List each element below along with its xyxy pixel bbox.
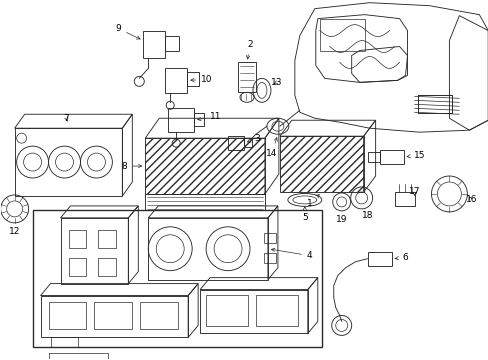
- Bar: [205, 294, 247, 327]
- Text: 10: 10: [190, 75, 212, 84]
- Bar: [194, 113, 203, 126]
- Bar: [145, 138, 264, 194]
- Text: 12: 12: [9, 227, 20, 236]
- Bar: [417, 95, 451, 113]
- Bar: [15, 128, 122, 196]
- Bar: [98, 258, 116, 276]
- Bar: [394, 192, 414, 206]
- Text: 4: 4: [271, 248, 312, 260]
- Bar: [264, 233, 275, 243]
- Bar: [50, 337, 78, 347]
- Bar: [244, 138, 251, 147]
- Bar: [379, 150, 403, 164]
- Bar: [227, 136, 244, 150]
- Text: 19: 19: [335, 215, 347, 224]
- Bar: [319, 19, 364, 50]
- Bar: [61, 218, 128, 284]
- Text: 16: 16: [465, 195, 476, 204]
- Bar: [367, 252, 391, 266]
- Bar: [168, 108, 194, 132]
- Text: 11: 11: [197, 112, 222, 121]
- Bar: [145, 194, 264, 210]
- Text: 6: 6: [394, 253, 407, 262]
- Bar: [68, 230, 86, 248]
- Bar: [33, 210, 321, 347]
- Text: 8: 8: [121, 162, 142, 171]
- Bar: [94, 302, 132, 329]
- Text: 1: 1: [306, 194, 319, 208]
- Bar: [200, 289, 307, 333]
- Bar: [165, 36, 179, 51]
- Bar: [98, 230, 116, 248]
- Text: 17: 17: [408, 188, 419, 197]
- Text: 5: 5: [301, 207, 307, 222]
- Text: 13: 13: [271, 78, 282, 87]
- Bar: [140, 302, 178, 329]
- Bar: [148, 218, 267, 280]
- Text: 3: 3: [247, 134, 259, 143]
- Bar: [417, 95, 451, 113]
- Bar: [48, 353, 108, 360]
- Text: 15: 15: [406, 150, 425, 159]
- Text: 9: 9: [115, 24, 140, 39]
- Bar: [68, 258, 86, 276]
- Bar: [187, 72, 199, 86]
- Bar: [41, 296, 188, 337]
- Bar: [165, 68, 187, 93]
- Text: 7: 7: [63, 114, 69, 123]
- Bar: [279, 136, 363, 192]
- Bar: [367, 152, 379, 162]
- Bar: [238, 62, 255, 92]
- Bar: [48, 302, 86, 329]
- Bar: [143, 31, 165, 58]
- Text: 18: 18: [361, 211, 373, 220]
- Bar: [264, 253, 275, 263]
- Text: 2: 2: [246, 40, 252, 59]
- Bar: [255, 294, 297, 327]
- Text: 14: 14: [265, 138, 277, 158]
- Bar: [417, 95, 451, 113]
